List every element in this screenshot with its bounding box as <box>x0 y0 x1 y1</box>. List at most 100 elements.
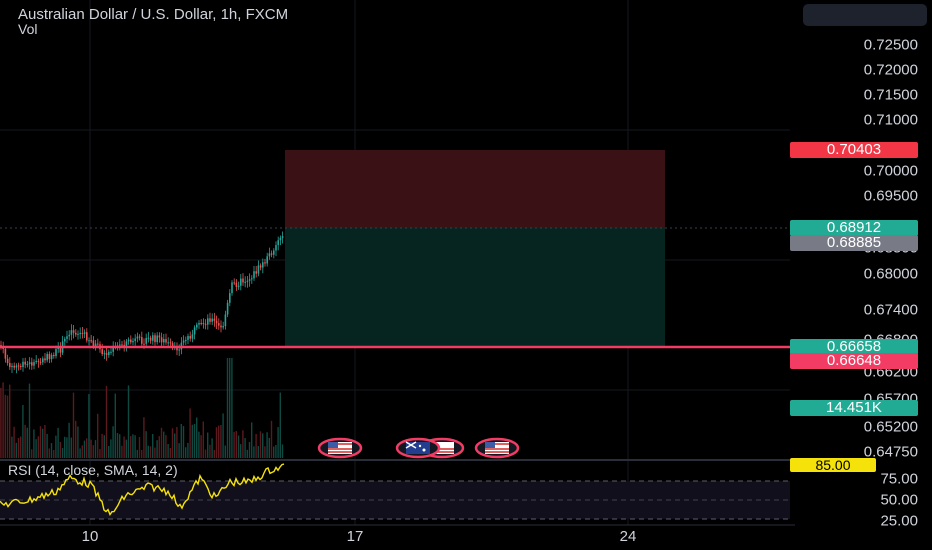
volume-bar <box>48 448 50 458</box>
volume-bar <box>39 426 42 458</box>
candle-body <box>125 341 128 346</box>
candle-body <box>163 339 165 343</box>
candle-body <box>75 332 77 335</box>
price-tick: 0.64750 <box>863 443 918 461</box>
volume-bar <box>33 429 35 458</box>
volume-bar <box>2 382 4 458</box>
candle-body <box>149 337 152 341</box>
volume-bar <box>165 435 167 458</box>
candle-body <box>213 318 216 321</box>
chart-title: Australian Dollar / U.S. Dollar, 1h, FXC… <box>18 6 289 23</box>
rsi-indicator-label: RSI (14, close, SMA, 14, 2) <box>8 462 178 478</box>
volume-bar <box>90 439 92 458</box>
candle-body <box>218 323 220 326</box>
candle-body <box>270 253 273 255</box>
volume-bar <box>53 449 55 458</box>
volume-bar <box>160 427 163 458</box>
volume-bar <box>257 445 259 458</box>
price-tick: 0.68000 <box>863 265 918 283</box>
volume-bar <box>174 433 176 458</box>
candle-body <box>248 279 251 281</box>
volume-bar <box>281 444 284 458</box>
volume-tag: 14.451K <box>790 400 918 416</box>
price-tick: 0.67400 <box>863 301 918 319</box>
candle-body <box>6 358 9 363</box>
rsi-value-tag: 85.00 <box>790 458 876 472</box>
volume-bar <box>4 394 6 458</box>
price-tick: 0.65200 <box>863 418 918 436</box>
candle-body <box>211 318 213 322</box>
volume-bar <box>171 428 174 458</box>
volume-bar <box>37 436 39 458</box>
volume-bar <box>136 449 138 458</box>
candle-body <box>143 343 145 345</box>
candle-body <box>266 256 268 264</box>
candle-body <box>246 280 249 282</box>
candle-body <box>215 320 218 324</box>
volume-bar <box>193 423 196 458</box>
candle-body <box>132 340 134 343</box>
volume-bar <box>169 447 171 458</box>
volume-bar <box>42 428 44 458</box>
candle-body <box>222 326 224 328</box>
stop-loss-price-tag: 0.70403 <box>790 142 918 158</box>
candle-body <box>46 353 48 361</box>
volume-bar <box>77 426 79 458</box>
candle-body <box>103 353 106 355</box>
volume-bar <box>26 427 28 458</box>
volume-label: Vol <box>18 21 38 37</box>
rsi-line <box>0 463 285 516</box>
candle-body <box>145 338 147 344</box>
candle-body <box>112 346 114 352</box>
volume-bar <box>61 447 64 458</box>
candle-body <box>257 265 260 274</box>
volume-bar <box>0 387 2 458</box>
volume-bar <box>57 427 59 458</box>
price-tick: 0.71500 <box>863 86 918 104</box>
volume-bar <box>35 439 37 458</box>
volume-bar <box>127 385 130 458</box>
volume-bar <box>116 432 119 458</box>
volume-bar <box>64 436 66 458</box>
au-flag-event-icon[interactable] <box>395 437 441 459</box>
candle-body <box>279 237 282 241</box>
candle-body <box>110 351 112 353</box>
candle-body <box>44 358 46 361</box>
candle-body <box>158 335 161 338</box>
volume-bar <box>110 439 112 458</box>
volume-bar <box>163 431 165 458</box>
toolbar-box[interactable] <box>803 4 927 26</box>
candle-body <box>229 293 231 303</box>
volume-bar <box>152 434 154 458</box>
volume-bar <box>83 440 86 458</box>
candle-body <box>77 333 79 335</box>
volume-bar <box>180 423 182 458</box>
candle-body <box>253 271 255 279</box>
volume-bar <box>114 393 116 458</box>
us-flag-event-icon[interactable] <box>317 437 363 459</box>
candle-body <box>281 236 284 238</box>
candle-body <box>64 338 66 342</box>
volume-bar <box>28 383 31 458</box>
candle-body <box>24 361 26 365</box>
price-tick: 0.72500 <box>863 36 918 54</box>
volume-bar <box>108 445 110 458</box>
candle-body <box>37 360 40 362</box>
candle-body <box>200 322 202 324</box>
volume-bar <box>209 444 211 458</box>
take-profit-zone[interactable] <box>285 228 665 346</box>
volume-bar <box>11 436 13 458</box>
candle-body <box>55 349 57 357</box>
volume-bar <box>132 434 134 458</box>
stop-loss-zone[interactable] <box>285 150 665 228</box>
volume-bar <box>92 445 94 458</box>
rsi-tick: 25.00 <box>880 512 918 530</box>
candle-body <box>105 353 108 355</box>
us-flag-event-icon[interactable] <box>474 437 520 459</box>
candle-body <box>72 330 75 333</box>
candle-body <box>121 344 123 346</box>
candle-body <box>108 351 110 355</box>
candle-body <box>220 325 222 328</box>
volume-bar <box>158 436 160 458</box>
